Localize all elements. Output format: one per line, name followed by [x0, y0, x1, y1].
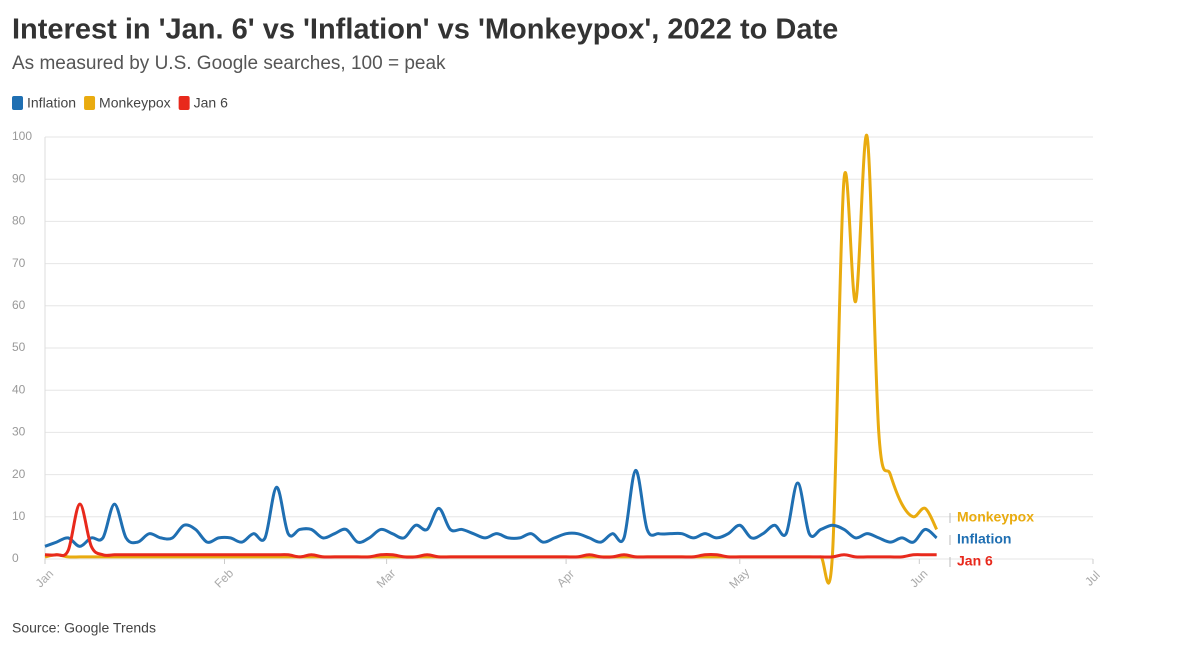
y-tick-label: 100 [12, 129, 32, 143]
legend-label: Monkeypox [99, 95, 171, 111]
series-line [44, 133, 939, 585]
legend-swatch [178, 96, 190, 110]
x-tick-label: Mar [374, 566, 399, 591]
legend-swatch [12, 96, 23, 110]
y-tick-label: 40 [12, 382, 26, 396]
end-label: Inflation [957, 531, 1011, 547]
x-tick-label: Apr [554, 567, 577, 590]
x-tick-label: May [726, 565, 752, 591]
y-tick-label: 0 [12, 551, 19, 565]
y-tick-label: 50 [12, 340, 26, 354]
x-tick-label: Jan [33, 567, 57, 591]
y-tick-label: 30 [12, 425, 26, 439]
end-label: Jan 6 [957, 553, 993, 569]
legend-label: Inflation [27, 95, 76, 111]
x-tick-label: Jun [907, 567, 931, 591]
y-tick-label: 80 [12, 214, 26, 228]
x-tick-label: Feb [212, 566, 237, 591]
chart-title: Interest in 'Jan. 6' vs 'Inflation' vs '… [12, 14, 838, 46]
y-tick-label: 20 [12, 467, 26, 481]
chart-subtitle: As measured by U.S. Google searches, 100… [12, 53, 446, 74]
y-tick-label: 90 [12, 171, 26, 185]
y-tick-label: 10 [12, 509, 26, 523]
series-line [44, 502, 937, 559]
series-line [44, 468, 938, 548]
x-tick-label: Jul [1082, 568, 1103, 589]
source: Source: Google Trends [12, 620, 156, 636]
legend-swatch [84, 96, 96, 110]
end-label: Monkeypox [957, 509, 1034, 525]
y-tick-label: 70 [12, 256, 26, 270]
legend-label: Jan 6 [194, 95, 228, 111]
y-tick-label: 60 [12, 298, 26, 312]
